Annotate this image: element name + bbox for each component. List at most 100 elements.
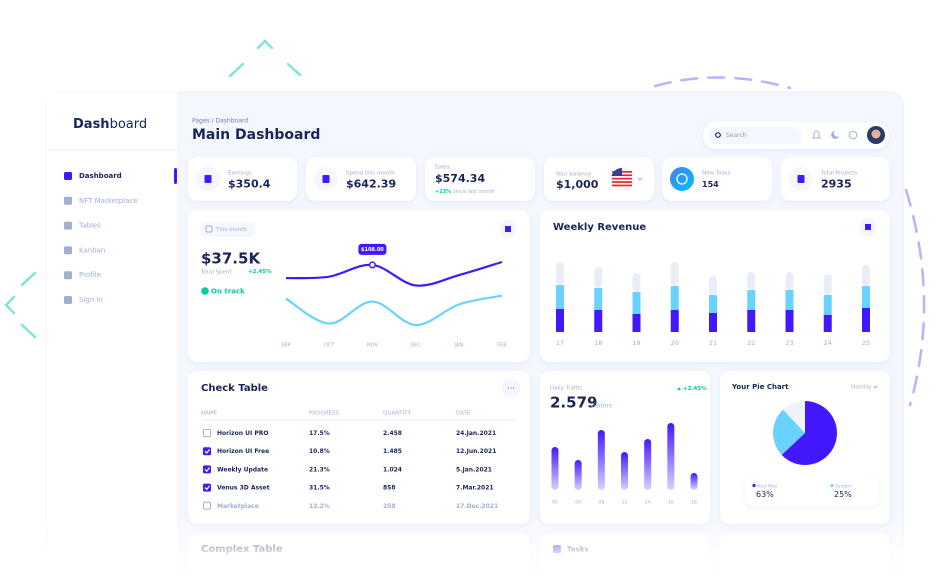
- card-title: Weekly Revenue: [553, 222, 646, 233]
- table-cell: 5.Jan.2021: [456, 466, 492, 473]
- stat-card: [662, 157, 772, 201]
- this-month-button[interactable]: [201, 222, 255, 237]
- x-tick-label: 22: [747, 339, 755, 347]
- calendar-icon: [205, 225, 213, 233]
- bar-segment: [862, 308, 870, 332]
- table-cell: 2.458: [383, 430, 402, 437]
- bar-segment: [862, 286, 870, 308]
- change: +23%: [435, 189, 451, 195]
- checkbox[interactable]: [203, 465, 211, 474]
- menu-item[interactable]: Dashboard: [79, 172, 122, 180]
- line-series: [285, 260, 503, 287]
- checkbox[interactable]: [203, 447, 211, 456]
- bar-segment: [785, 272, 794, 290]
- bar-segment: [862, 265, 870, 286]
- stat-value: $642.39: [346, 178, 396, 191]
- x-tick-label: 24: [824, 339, 832, 347]
- menu-item[interactable]: Kanban: [79, 246, 105, 254]
- column-header: NAME: [201, 411, 218, 417]
- bar-segment: [709, 295, 717, 313]
- bar: [644, 439, 652, 490]
- bar: [621, 452, 628, 490]
- bar-segment: [785, 310, 794, 332]
- avatar-face: [871, 129, 881, 139]
- menu-item[interactable]: Tables: [78, 222, 101, 230]
- brand: Dashboard: [73, 117, 147, 132]
- table-cell: 258: [383, 503, 396, 510]
- spending-card: [188, 210, 530, 362]
- chart-icon: [505, 226, 511, 232]
- legend-value: 25%: [834, 490, 852, 499]
- column-header: QUANTITY: [383, 411, 412, 417]
- x-tick-label: 25: [862, 339, 870, 347]
- checkbox[interactable]: [203, 483, 211, 492]
- bar-segment: [709, 276, 717, 295]
- x-tick-label: 00: [552, 500, 558, 506]
- bar: [551, 447, 559, 490]
- search-icon: [715, 132, 721, 138]
- legend-label: System: [835, 484, 852, 490]
- menu-item[interactable]: Profile: [79, 271, 101, 279]
- flag-stripe: [612, 177, 632, 180]
- bar-segment: [747, 310, 756, 332]
- bar-segment: [670, 310, 679, 332]
- stat-card: [425, 157, 535, 201]
- info-icon[interactable]: [848, 130, 858, 140]
- checkbox[interactable]: [203, 429, 211, 437]
- bell-icon[interactable]: [812, 130, 821, 139]
- x-tick-label: NOV: [367, 343, 379, 349]
- button-label[interactable]: This month: [215, 227, 247, 233]
- search-field[interactable]: [708, 127, 802, 144]
- icon-button[interactable]: [502, 379, 520, 397]
- stat-label: Your balance: [555, 172, 592, 178]
- table-cell: 12.2%: [309, 503, 330, 510]
- stat-value: $1,000: [556, 178, 599, 191]
- menu-item[interactable]: Sign In: [79, 296, 103, 304]
- bar-segment: [594, 310, 603, 332]
- table-cell: 12.Jun.2021: [456, 448, 496, 455]
- search-placeholder[interactable]: Search: [726, 132, 747, 139]
- bar-segment: [556, 309, 564, 332]
- sidebar: [47, 92, 177, 582]
- stat-icon-glyph: [676, 173, 688, 185]
- legend-dot: [752, 483, 756, 488]
- x-tick-label: FEB: [497, 343, 507, 349]
- stat-icon-glyph: [204, 175, 212, 183]
- decoration: [653, 76, 926, 407]
- stat-icon: [670, 167, 694, 191]
- stat-value: 2935: [821, 178, 852, 191]
- pie-slice: [783, 401, 805, 433]
- brand-bold: Dash: [73, 117, 110, 132]
- x-tick-label: 23: [785, 339, 793, 347]
- checkbox[interactable]: [203, 501, 211, 510]
- x-tick-label: 12: [622, 500, 628, 506]
- status: On track: [211, 288, 245, 296]
- breadcrumb: Pages / Dashboard: [192, 118, 248, 125]
- bar-segment: [785, 290, 794, 310]
- bar-segment: [823, 315, 832, 332]
- bar: [667, 423, 675, 490]
- tooltip-label: $108.00: [361, 247, 384, 253]
- bar-segment: [670, 286, 679, 310]
- stat-change: +23% since last month: [435, 189, 495, 195]
- moon-icon[interactable]: [831, 131, 839, 139]
- table-cell: 7.Mar.2021: [456, 485, 494, 492]
- stat-label: Sales: [435, 165, 450, 171]
- x-tick-label: DEC: [410, 343, 421, 349]
- table-cell: 31.5%: [309, 485, 330, 492]
- menu-icon: [64, 172, 72, 180]
- fade-overlay: [0, 512, 940, 584]
- table-cell: Horizon UI PRO: [217, 430, 268, 437]
- unit: Visitors: [590, 403, 612, 410]
- bar-segment: [747, 290, 756, 310]
- menu-item[interactable]: NFT Marketplace: [79, 197, 138, 205]
- table-cell: 24.Jan.2021: [456, 430, 496, 437]
- legend-label: Your files: [756, 484, 778, 490]
- stat-value: $574.34: [435, 172, 485, 185]
- period-select[interactable]: Monthly: [851, 385, 871, 391]
- check-table-card: [188, 371, 530, 524]
- x-tick-label: 18: [691, 500, 697, 506]
- table-cell: Horizon UI Free: [217, 448, 269, 455]
- dropdown: [873, 385, 878, 389]
- column-header: PROGRESS: [309, 411, 340, 417]
